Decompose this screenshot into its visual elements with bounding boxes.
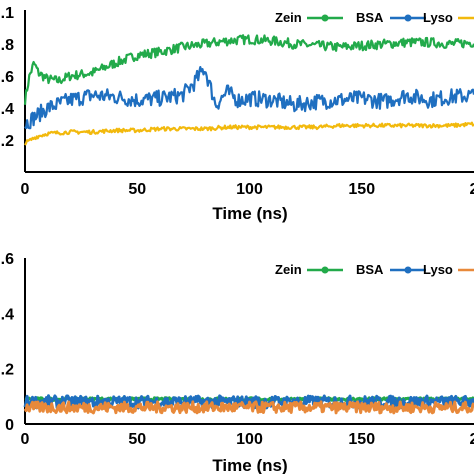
y-tick-label: 0 [5, 417, 14, 434]
legend-marker-bsa [404, 266, 412, 274]
x-tick-label: 2 [470, 431, 474, 448]
x-tick-label: 2 [470, 181, 474, 198]
x-tick-label: 0 [21, 181, 30, 198]
top-x-axis-title: Time (ns) [212, 204, 287, 223]
series-line-bsa [24, 66, 474, 130]
y-tick-label: .6 [1, 69, 14, 86]
series-line-zein [23, 34, 474, 105]
series-line-lyso [23, 400, 474, 415]
top-chart-panel: 0 50 100 150 2 .2 .4 .6 .8 .1 Time (ns) Zein BSA Ly… [1, 5, 474, 223]
x-tick-label: 50 [128, 431, 146, 448]
legend-label-lyso: Lyso [423, 262, 453, 277]
y-tick-label: .8 [1, 37, 14, 54]
legend-marker-bsa [404, 14, 412, 22]
y-tick-label: .6 [1, 251, 14, 268]
bottom-chart-panel: 0 50 100 150 2 0 .2 .4 .6 Time (ns) Zein BSA Lyso [1, 251, 474, 474]
legend-label-bsa: BSA [356, 262, 384, 277]
series-line-lyso [24, 121, 474, 146]
bottom-x-axis-title: Time (ns) [212, 456, 287, 474]
x-tick-label: 0 [21, 431, 30, 448]
x-tick-label: 50 [128, 181, 146, 198]
x-tick-label: 150 [348, 181, 375, 198]
legend-marker-zein [321, 14, 329, 22]
legend-marker-zein [321, 266, 329, 274]
legend-label-bsa: BSA [356, 10, 384, 25]
y-tick-label: .2 [1, 362, 14, 379]
y-tick-label: .2 [1, 133, 14, 150]
y-tick-label: .4 [1, 101, 14, 118]
legend-label-zein: Zein [275, 262, 302, 277]
legend-label-lyso: Lyso [423, 10, 453, 25]
y-tick-label: .4 [1, 306, 14, 323]
y-tick-label: .1 [1, 5, 14, 22]
x-tick-label: 100 [236, 431, 263, 448]
x-tick-label: 100 [236, 181, 263, 198]
legend-label-zein: Zein [275, 10, 302, 25]
x-tick-label: 150 [348, 431, 375, 448]
